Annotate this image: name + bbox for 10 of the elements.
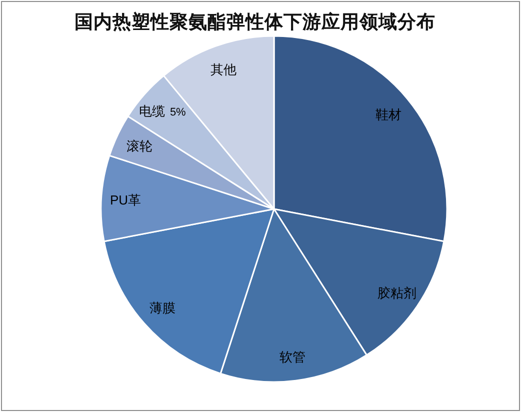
slice-label: PU革 — [110, 192, 142, 208]
slice-label: 胶粘剂 — [378, 286, 417, 301]
slice-label: 软管 — [280, 350, 306, 365]
slice-label: 鞋材 — [376, 107, 402, 122]
slice-label: 电缆 — [138, 104, 165, 119]
slice-label: 薄膜 — [149, 300, 176, 316]
chart-title: 国内热塑性聚氨酯弹性体下游应用领域分布 — [74, 11, 436, 32]
data-label: 5% — [170, 106, 186, 119]
slice-label: 滚轮 — [126, 138, 152, 154]
slice-label: 其他 — [210, 62, 237, 78]
